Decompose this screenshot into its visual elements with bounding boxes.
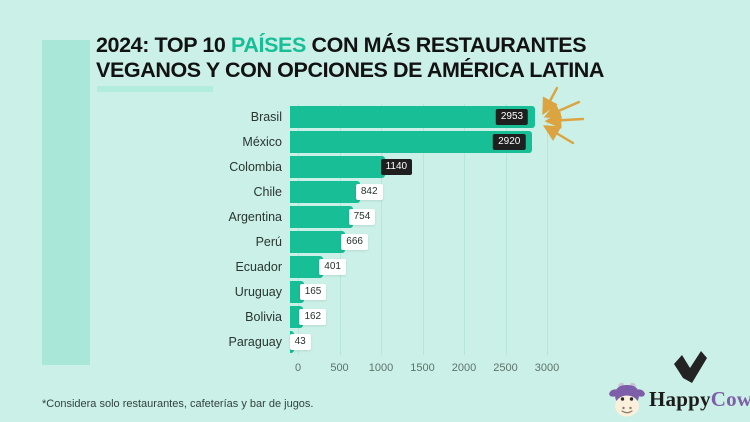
bar <box>290 205 353 228</box>
bar-value-badge: 1140 <box>380 158 413 175</box>
bar-value-badge: 842 <box>355 183 383 200</box>
bar-row: Argentina 754 <box>200 204 580 229</box>
country-label: Perú <box>255 234 282 249</box>
bar <box>290 230 346 253</box>
footnote: *Considera solo restaurantes, cafeterías… <box>42 398 314 410</box>
x-axis-tick-label: 1500 <box>410 362 435 374</box>
country-label: Uruguay <box>234 284 282 299</box>
bar-track: 401 <box>290 255 580 278</box>
bar-row: Paraguay 43 <box>200 329 580 354</box>
chart-rows: Brasil 2953 México 2920 Colombia 1140 Chile 842… <box>200 104 580 354</box>
title-prefix: 2024: TOP 10 <box>96 33 232 57</box>
bar-track: 1140 <box>290 155 580 178</box>
x-axis-tick-label: 500 <box>330 362 349 374</box>
logo-text-cow: Cow <box>710 386 750 411</box>
x-axis-tick-label: 2500 <box>493 362 518 374</box>
bar-track: 2920 <box>290 130 580 153</box>
gridline <box>505 104 507 355</box>
bar-value-badge: 2953 <box>495 108 529 125</box>
bar-row: Ecuador 401 <box>200 254 580 279</box>
x-axis-tick-label: 0 <box>294 362 302 374</box>
gridline <box>298 104 299 355</box>
title-line-1: 2024: TOP 10 PAÍSES CON MÁS RESTAURANTES <box>96 33 656 58</box>
country-label: Paraguay <box>228 334 282 349</box>
bar-value-badge: 162 <box>299 308 327 325</box>
country-label: Ecuador <box>235 259 282 274</box>
starburst-arrows-icon <box>542 86 585 145</box>
gridline <box>547 104 548 355</box>
bar-track: 666 <box>290 230 580 253</box>
cow-icon <box>609 382 645 417</box>
bar-track: 162 <box>290 305 580 328</box>
bar-value-badge: 666 <box>341 233 368 250</box>
title-highlight: PAÍSES <box>231 33 306 57</box>
gridline <box>422 104 424 355</box>
gridline <box>381 104 382 355</box>
bar-row: Perú 666 <box>200 229 580 254</box>
bar-value-badge: 754 <box>348 208 376 225</box>
country-label: Colombia <box>229 159 282 174</box>
bar-row: México 2920 <box>200 129 580 154</box>
bar <box>290 255 324 278</box>
happycow-logo: HappyCow <box>608 381 750 417</box>
bar-row: Chile 842 <box>200 179 580 204</box>
bar-value-badge: 165 <box>299 283 327 300</box>
country-label: México <box>242 134 282 149</box>
bar-row: Uruguay 165 <box>200 279 580 304</box>
page-title: 2024: TOP 10 PAÍSES CON MÁS RESTAURANTES… <box>96 33 656 83</box>
logo-text: HappyCow <box>649 387 750 412</box>
bar-track: 43 <box>289 330 580 353</box>
decorative-side-rect <box>42 40 90 365</box>
logo-text-happy: Happy <box>649 386 711 411</box>
bar <box>290 180 360 203</box>
x-axis-tick-label: 1000 <box>368 362 394 374</box>
bar-row: Brasil 2953 <box>200 104 580 129</box>
bar <box>290 155 385 178</box>
country-label: Chile <box>253 184 283 199</box>
title-line-2: VEGANOS Y CON OPCIONES DE AMÉRICA LATINA <box>96 58 605 82</box>
chart-gridlines <box>298 104 558 355</box>
bar-value-badge: 401 <box>319 258 346 275</box>
bar-value-badge: 2920 <box>493 133 526 150</box>
bar-value-badge: 43 <box>289 333 311 350</box>
bar-chart: Brasil 2953 México 2920 Colombia 1140 Chile 842… <box>200 104 580 386</box>
x-axis: 0 500 1000 1500 2000 2500 3000 <box>294 362 560 378</box>
country-label: Bolivia <box>245 309 282 324</box>
v-checkmark-icon <box>674 351 707 383</box>
country-label: Brasil <box>250 109 282 124</box>
bar-row: Colombia 1140 <box>200 154 580 179</box>
bar <box>290 130 533 153</box>
bar-track: 754 <box>290 205 580 228</box>
gridline <box>464 104 465 355</box>
bar-track: 165 <box>290 280 580 303</box>
country-label: Argentina <box>228 209 282 224</box>
title-suffix: CON MÁS RESTAURANTES <box>305 33 587 57</box>
x-axis-tick-label: 2000 <box>451 362 477 374</box>
bar-track: 2953 <box>290 105 580 128</box>
brand-block: HappyCow <box>608 348 750 418</box>
gridline <box>339 104 341 355</box>
title-underline-decoration <box>97 86 213 92</box>
x-axis-tick-label: 3000 <box>534 362 560 374</box>
bar <box>290 105 536 128</box>
bar-track: 842 <box>290 180 580 203</box>
bar-row: Bolivia 162 <box>200 304 580 329</box>
